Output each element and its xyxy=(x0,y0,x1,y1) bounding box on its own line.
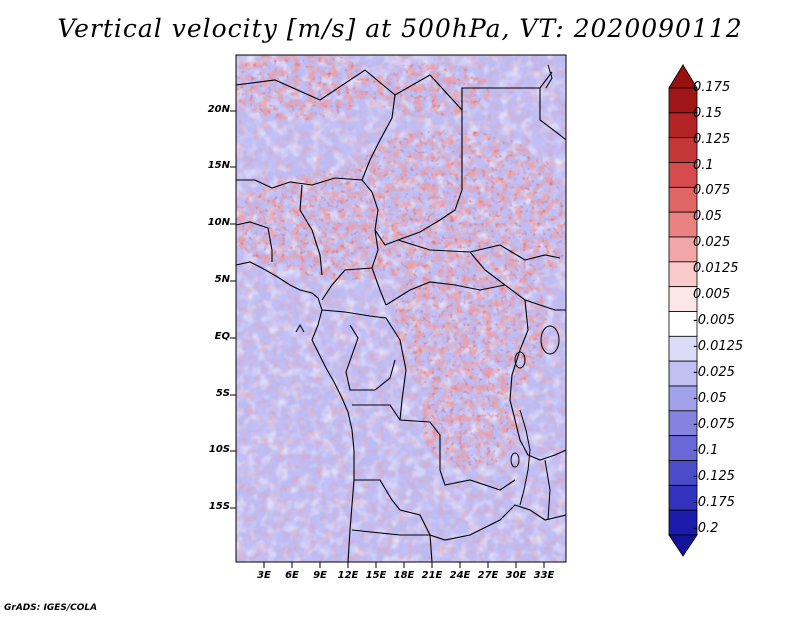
lat-label-10s: 10S xyxy=(208,444,230,455)
lon-label-24e: 24E xyxy=(449,570,471,581)
colorbar-cell xyxy=(668,186,698,213)
map-title: Vertical velocity [m/s] at 500hPa, VT: 2… xyxy=(57,14,743,43)
colorbar-label: -0.025 xyxy=(693,365,735,380)
lon-label-33e: 33E xyxy=(533,570,555,581)
lon-label-18e: 18E xyxy=(393,570,415,581)
country-borders xyxy=(236,69,566,562)
lat-label-15s: 15S xyxy=(208,501,230,512)
lon-label-9e: 9E xyxy=(313,570,327,581)
colorbar-cell xyxy=(668,112,698,139)
colorbar-label: -0.2 xyxy=(693,521,719,536)
lat-ticks xyxy=(230,110,236,509)
map-frame xyxy=(235,54,567,563)
lake-outlines xyxy=(295,64,560,521)
colorbar-label: -0.175 xyxy=(693,495,735,510)
colorbar-label: -0.05 xyxy=(693,391,727,406)
colorbar-cell xyxy=(668,311,698,337)
colorbar-label: -0.005 xyxy=(693,313,735,328)
lon-label-21e: 21E xyxy=(421,570,443,581)
lon-ticks xyxy=(263,562,545,568)
colorbar-label: 0.125 xyxy=(693,132,731,147)
colorbar-label: 0.0125 xyxy=(693,261,739,276)
colorbar-cell xyxy=(668,360,698,387)
lat-label-20n: 20N xyxy=(207,104,230,115)
lon-label-27e: 27E xyxy=(477,570,499,581)
lon-label-12e: 12E xyxy=(337,570,359,581)
colorbar-cell xyxy=(668,410,698,437)
colorbar-label: -0.1 xyxy=(693,443,719,458)
vertical-velocity-field xyxy=(236,55,566,562)
colorbar-cell xyxy=(668,137,698,163)
grads-credit: GrADS: IGES/COLA xyxy=(4,603,98,613)
colorbar-label: -0.0125 xyxy=(693,339,744,354)
colorbar-cell xyxy=(668,286,698,312)
colorbar xyxy=(668,63,698,557)
lat-label-10n: 10N xyxy=(207,217,230,228)
colorbar-label: 0.025 xyxy=(693,235,731,250)
lat-label-eq: EQ xyxy=(214,331,230,342)
lat-label-5s: 5S xyxy=(215,388,230,399)
colorbar-label: 0.05 xyxy=(693,209,722,224)
colorbar-cell xyxy=(668,211,698,238)
colorbar-label: 0.15 xyxy=(693,106,722,121)
colorbar-label: -0.075 xyxy=(693,417,735,432)
lon-label-30e: 30E xyxy=(505,570,527,581)
colorbar-cell xyxy=(668,335,698,362)
colorbar-label: 0.175 xyxy=(693,80,731,95)
colorbar-label: 0.005 xyxy=(693,287,731,302)
colorbar-cell xyxy=(668,385,698,412)
colorbar-cell xyxy=(668,509,698,536)
lat-label-15n: 15N xyxy=(207,160,230,171)
lon-label-6e: 6E xyxy=(285,570,299,581)
lon-label-15e: 15E xyxy=(365,570,387,581)
colorbar-label: 0.1 xyxy=(693,158,714,173)
lat-label-5n: 5N xyxy=(214,274,230,285)
colorbar-cell xyxy=(668,261,698,288)
colorbar-label: -0.125 xyxy=(693,469,735,484)
colorbar-cells xyxy=(668,87,698,536)
lon-label-3e: 3E xyxy=(257,570,271,581)
colorbar-label: 0.075 xyxy=(693,183,731,198)
colorbar-bottom-triangle xyxy=(668,534,698,557)
